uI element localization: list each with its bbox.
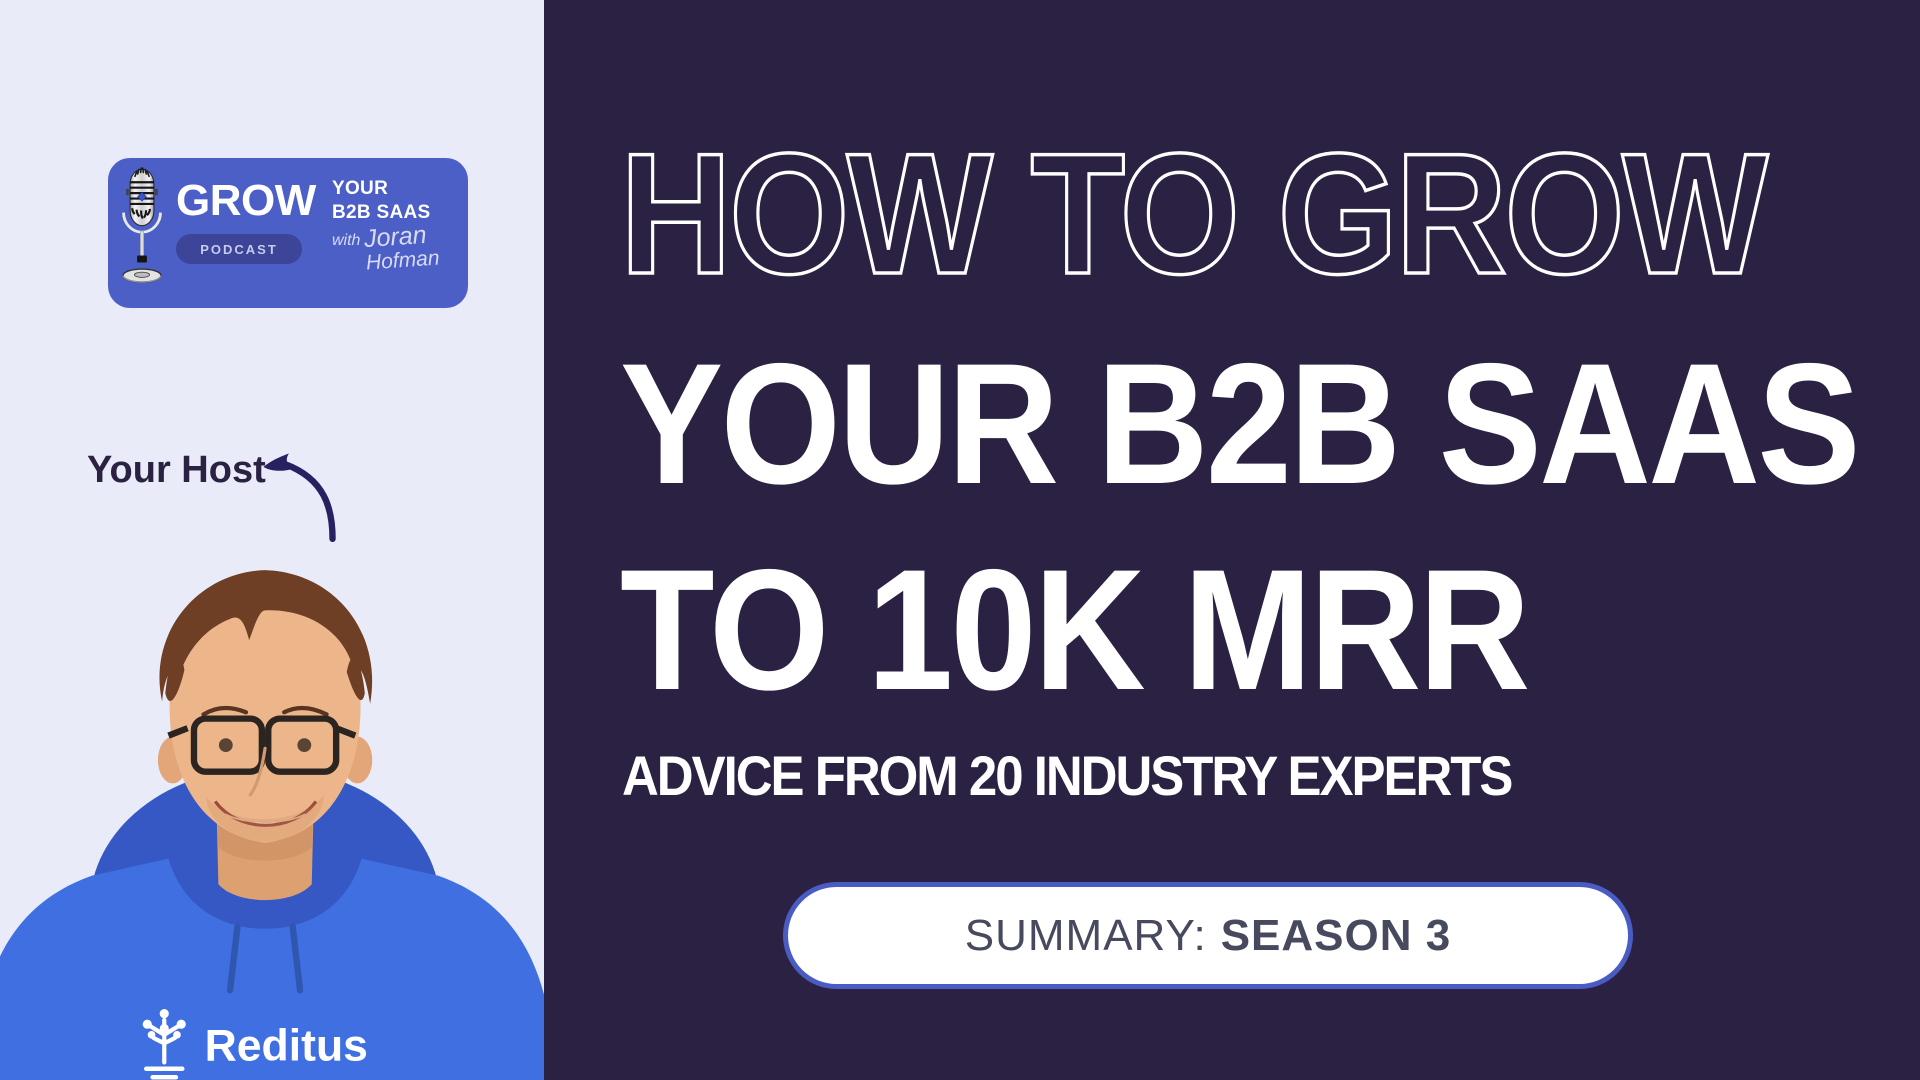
svg-text:Reditus: Reditus <box>205 1021 368 1070</box>
